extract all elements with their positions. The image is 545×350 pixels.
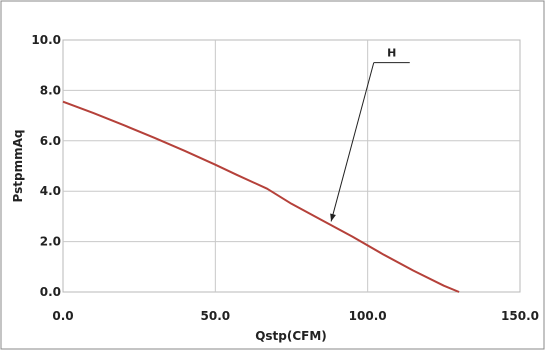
y-tick-label: 6.0 <box>40 134 61 148</box>
annotations: H <box>330 47 410 222</box>
y-tick-label: 0.0 <box>40 285 61 299</box>
x-tick-label: 150.0 <box>501 309 539 323</box>
annotation-arrow-line <box>330 62 375 222</box>
y-tick-label: 8.0 <box>40 83 61 97</box>
y-tick-label: 2.0 <box>40 235 61 249</box>
series-line <box>62 100 460 293</box>
plot-area <box>62 39 521 293</box>
x-tick-label: 0.0 <box>52 309 73 323</box>
x-tick-label: 100.0 <box>349 309 387 323</box>
series-layer <box>62 100 460 293</box>
grid <box>63 40 520 292</box>
tick-labels: 0.0 2.0 4.0 6.0 8.0 10.0 0.0 50.0 100.0 150.0 <box>31 33 539 323</box>
y-axis-title: PstpmmAq <box>11 130 25 203</box>
x-tick-label: 50.0 <box>201 309 231 323</box>
annotation-label: H <box>387 47 396 60</box>
y-tick-label: 10.0 <box>31 33 61 47</box>
annotation-arrowhead <box>330 213 336 222</box>
x-axis-title: Qstp(CFM) <box>255 329 327 343</box>
y-tick-label: 4.0 <box>40 184 61 198</box>
